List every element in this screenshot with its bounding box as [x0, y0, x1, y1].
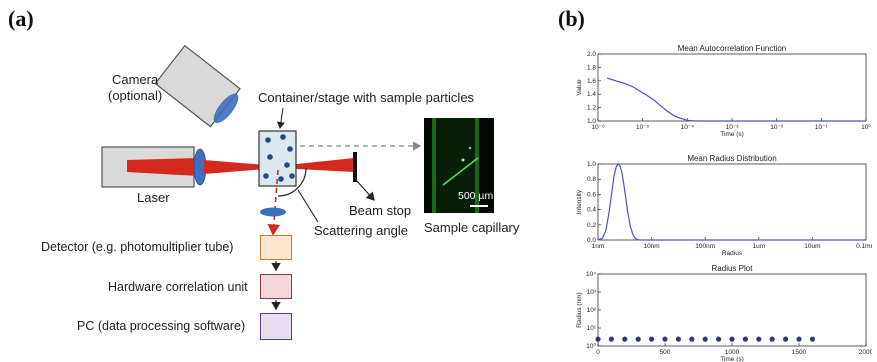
chart-1-ytick-label: 0.6 [587, 191, 596, 198]
chart-2-ytick-label: 10³ [587, 289, 597, 296]
chart-0-xtick-label: 10⁻² [770, 124, 784, 131]
chart-1-xtick-label: 1um [752, 243, 765, 250]
chart-2-xtick-label: 1500 [792, 349, 807, 356]
chart-1-ytick-label: 1.0 [587, 161, 596, 168]
chart-2-point [742, 336, 748, 342]
chart-1-ytick-label: 0.8 [587, 176, 596, 183]
chart-2-point [716, 336, 722, 342]
chart-1-xtick-label: 10nm [643, 243, 659, 250]
chart-0-ytick-label: 1.6 [587, 78, 596, 85]
chart-0-ytick-label: 1.0 [587, 118, 596, 125]
chart-0-ytick-label: 1.4 [587, 91, 596, 98]
chart-2-ylabel: Radius (nm) [576, 292, 583, 327]
chart-2-ytick-label: 10² [587, 307, 597, 314]
chart-1-ytick-label: 0.2 [587, 222, 596, 229]
chart-2-ytick-label: 10¹ [587, 325, 597, 332]
chart-1-ytick-label: 0.0 [587, 237, 596, 244]
chart-2-point [783, 336, 789, 342]
chart-2-point [756, 336, 762, 342]
chart-2-frame [597, 273, 867, 347]
chart-2-point [769, 336, 775, 342]
detector-box [260, 235, 292, 260]
chart-0-xtick-label: 10⁻³ [726, 124, 740, 131]
chart-0-ytick-label: 1.2 [587, 105, 596, 112]
camera-label-line1: Camera [111, 72, 159, 87]
chart-1-series-line [597, 163, 866, 241]
detector-lens [260, 207, 286, 217]
chart-0-xtick-label: 10⁻⁵ [636, 124, 650, 131]
chart-1-title: Mean Radius Distribution [687, 154, 776, 163]
scattering-angle-label: Scattering angle [314, 223, 408, 238]
pc-box [260, 313, 292, 340]
chart-2-point [675, 336, 681, 342]
chart-2-point [622, 336, 628, 342]
chart-2-xtick-label: 500 [660, 349, 671, 356]
chart-2-xtick-label: 0 [596, 349, 600, 356]
pc-label: PC (data processing software) [77, 319, 246, 333]
capillary-image [424, 118, 494, 213]
camera-label-line2: (optional) [108, 88, 163, 104]
container-label: Container/stage with sample particles [258, 90, 475, 105]
chart-2-point [809, 336, 815, 342]
chart-0-xtick-label: 10⁻⁴ [681, 124, 695, 131]
chart-1-xtick-label: 100nm [695, 243, 715, 250]
chart-2-ytick-label: 10⁴ [586, 271, 596, 278]
chart-2-ytick-label: 10⁰ [586, 342, 596, 350]
chart-1-xlabel: Radius [722, 250, 743, 257]
panel-b-label: (b) [558, 6, 585, 31]
chart-0-xlabel: Time (s) [720, 131, 744, 138]
chart-2-title: Radius Plot [712, 264, 754, 273]
chart-1-xtick-label: 10um [804, 243, 820, 250]
setup-diagram [101, 44, 494, 311]
beam-stop [353, 152, 357, 182]
chart-0-xtick-label: 10⁻¹ [815, 124, 829, 131]
chart-0-frame [597, 53, 867, 122]
chart-2-point [662, 336, 668, 342]
laser-label: Laser [137, 190, 170, 205]
chart-2-point [689, 336, 695, 342]
chart-2-point [635, 336, 641, 342]
correlator-label: Hardware correlation unit [108, 280, 248, 294]
chart-2-point [796, 336, 802, 342]
dls-charts: Mean Autocorrelation Function 10⁻⁶ 10⁻⁵ 10⁻… [576, 44, 872, 362]
chart-0-series-line [606, 77, 866, 122]
scattered-beam [267, 169, 281, 236]
chart-2-xtick-label: 2000 [859, 349, 872, 356]
chart-2-xlabel: Time (s) [720, 356, 744, 362]
chart-1-xtick-label: 0.1mm [856, 243, 872, 250]
chart-2-xtick-label: 1000 [725, 349, 740, 356]
correlator-box [260, 274, 292, 299]
chart-2-point [595, 336, 601, 342]
scattering-arc [277, 167, 307, 197]
particles [263, 134, 295, 182]
chart-2-point [608, 336, 614, 342]
beam-stop-label: Beam stop [349, 203, 412, 218]
chart-1-ytick-label: 0.4 [587, 207, 596, 214]
chart-2-point [729, 336, 735, 342]
camera-label: Camera (optional) [108, 72, 162, 105]
camera [154, 44, 241, 128]
chart-2-point [649, 336, 655, 342]
chart-1-ylabel: Intensity [576, 189, 583, 214]
chart-0-ytick-label: 2.0 [587, 51, 596, 58]
chart-0-ylabel: Value [576, 79, 583, 96]
chart-2-point [702, 336, 708, 342]
panel-a-label: (a) [8, 6, 34, 31]
sample-capillary-label: Sample capillary [424, 220, 520, 235]
chart-1-xtick-label: 1nm [592, 243, 605, 250]
camera-lens [213, 93, 239, 124]
laser-beam [127, 158, 198, 176]
chart-0-xtick-label: 10⁰ [861, 123, 871, 131]
detector-label: Detector (e.g. photomultiplier tube) [41, 240, 234, 254]
chart-1-frame [597, 163, 867, 241]
scale-bar-label: 500 µm [458, 190, 494, 202]
chart-0-title: Mean Autocorrelation Function [678, 44, 787, 53]
chart-0-xtick-label: 10⁻⁶ [591, 124, 605, 131]
chart-0-ytick-label: 1.8 [587, 64, 596, 71]
